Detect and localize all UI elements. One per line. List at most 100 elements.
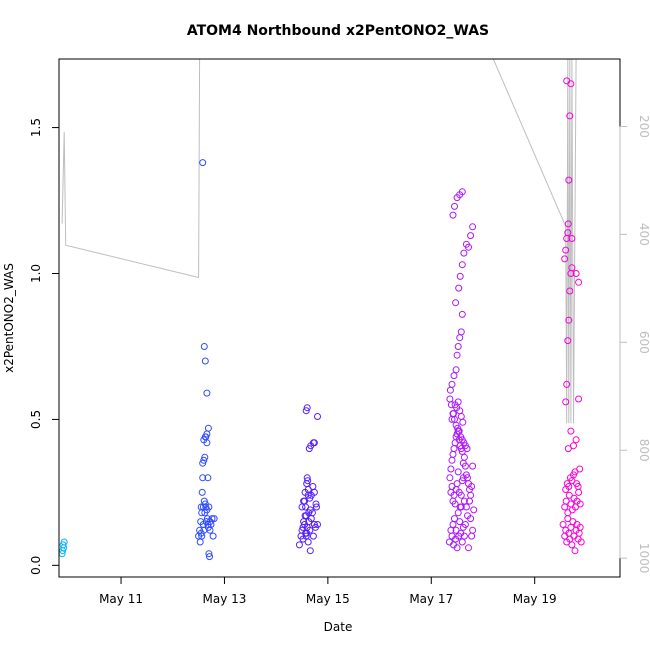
data-point	[566, 287, 574, 295]
data-point	[571, 547, 579, 555]
data-point	[568, 541, 576, 549]
y2-tick-label: 800	[637, 439, 650, 462]
data-point	[454, 468, 462, 476]
data-point	[456, 503, 464, 511]
data-point	[465, 544, 472, 552]
data-point	[469, 223, 477, 231]
data-point	[570, 442, 577, 450]
data-point	[565, 483, 573, 490]
data-point	[209, 532, 217, 540]
data-point	[564, 229, 572, 237]
data-point	[453, 480, 461, 488]
data-point	[457, 413, 465, 420]
data-point	[457, 491, 465, 499]
data-point	[206, 553, 213, 561]
data-point	[446, 474, 454, 482]
data-point	[449, 521, 457, 528]
x-tick-label: May 15	[306, 592, 350, 606]
chart-title: ATOM4 Northbound x2PentONO2_WAS	[187, 23, 489, 39]
data-point	[467, 515, 475, 523]
y2-tick-label: 400	[637, 223, 650, 246]
data-point	[310, 439, 318, 447]
data-point	[302, 503, 310, 511]
data-point	[313, 503, 320, 511]
y-axis: 0.0 0.5 1.0 1.5	[29, 118, 60, 575]
data-point	[306, 547, 314, 555]
data-point	[457, 328, 465, 336]
data-point	[304, 491, 312, 499]
data-point	[574, 483, 582, 490]
plot-frame	[58, 58, 621, 578]
data-point	[200, 343, 208, 350]
data-point	[572, 436, 580, 444]
data-point	[576, 500, 584, 508]
data-point	[454, 509, 462, 517]
data-point	[460, 453, 468, 461]
data-point	[303, 529, 311, 537]
data-point	[200, 456, 208, 464]
data-point	[461, 521, 469, 528]
data-point	[448, 380, 456, 388]
data-point	[447, 401, 455, 409]
data-point	[446, 395, 454, 403]
data-point	[450, 445, 458, 453]
data-point	[203, 439, 211, 447]
x-tick-label: May 19	[513, 592, 557, 606]
data-point	[314, 521, 321, 528]
x-axis-label: Date	[324, 620, 353, 634]
data-point	[312, 500, 320, 508]
data-point	[197, 529, 205, 537]
data-point	[468, 483, 476, 490]
data-point	[563, 77, 571, 85]
data-point	[196, 538, 204, 546]
data-point	[449, 450, 457, 458]
data-point	[568, 264, 576, 272]
data-point	[295, 541, 303, 549]
data-point	[564, 220, 572, 228]
data-point	[454, 343, 462, 350]
y2-tick-label: 1000	[637, 543, 650, 574]
data-point	[60, 538, 68, 546]
data-point	[456, 272, 464, 280]
y2-tick-label: 200	[637, 115, 650, 138]
x-tick-label: May 17	[409, 592, 453, 606]
data-point	[458, 188, 466, 196]
x-tick-label: May 13	[203, 592, 247, 606]
data-point	[463, 445, 471, 453]
data-point	[458, 310, 466, 318]
data-point	[303, 474, 311, 482]
x-axis: May 11 May 13 May 15 May 17 May 19	[99, 576, 557, 606]
x-tick-label: May 11	[99, 592, 143, 606]
data-point	[301, 512, 309, 520]
pressure-line-layer	[61, 59, 582, 424]
data-point	[566, 112, 574, 120]
data-point	[452, 299, 460, 307]
data-point	[201, 453, 209, 461]
data-point	[309, 532, 317, 540]
data-point	[309, 483, 317, 490]
data-point	[569, 518, 577, 526]
data-point	[572, 270, 580, 277]
data-point	[199, 474, 207, 482]
data-point	[451, 500, 459, 508]
data-point	[458, 538, 466, 546]
data-point	[208, 515, 216, 523]
data-point	[467, 491, 475, 499]
data-point	[449, 211, 457, 219]
data-point	[459, 418, 467, 426]
data-point	[199, 159, 207, 167]
data-point	[456, 518, 464, 526]
data-point	[205, 550, 213, 558]
y-axis-label: x2PentONO2_WAS	[2, 263, 16, 373]
data-point	[314, 413, 321, 420]
data-point	[576, 523, 584, 531]
data-point	[469, 462, 477, 470]
data-point	[310, 488, 318, 496]
secondary-y-axis: 200 400 600 800 1000	[619, 115, 650, 574]
data-point	[568, 235, 576, 242]
y2-tick-label: 600	[637, 331, 650, 354]
data-point	[561, 503, 569, 511]
data-point	[304, 538, 312, 546]
y-tick-label: 0.5	[29, 410, 43, 429]
